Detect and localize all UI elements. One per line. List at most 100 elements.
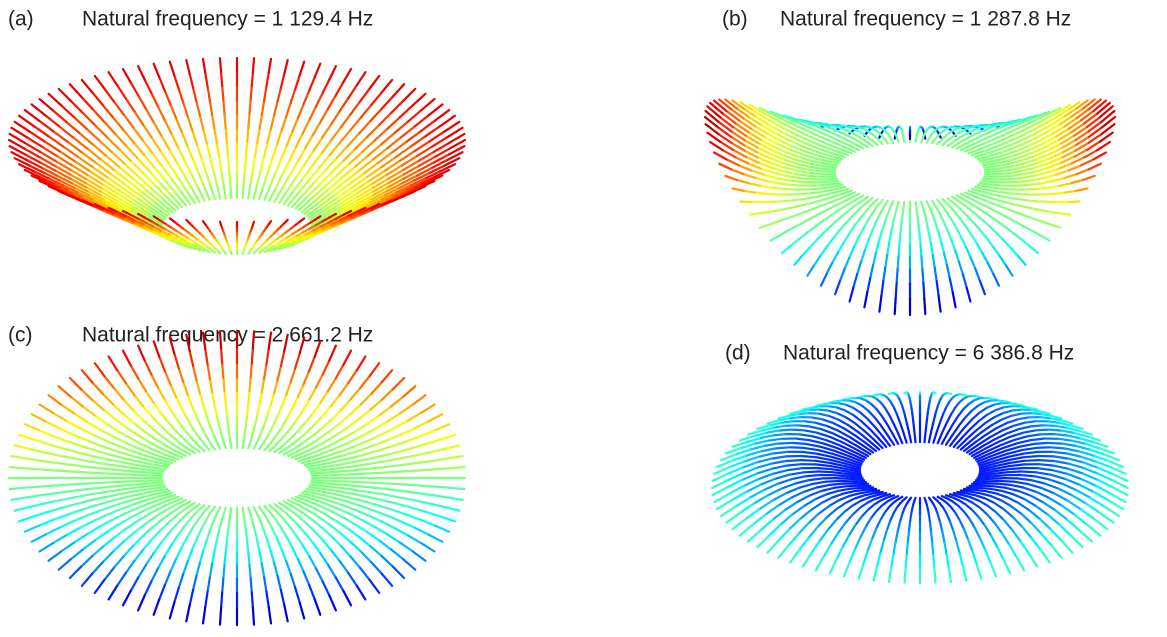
spoke-segment xyxy=(975,563,983,580)
spoke-segment xyxy=(844,416,857,425)
spoke-segment xyxy=(311,401,322,415)
spoke-segment xyxy=(170,409,179,422)
spoke-segment xyxy=(280,144,288,161)
spoke-segment xyxy=(759,138,775,148)
spoke-segment xyxy=(1054,509,1069,521)
spoke-segment xyxy=(124,426,139,436)
spoke-segment xyxy=(314,454,330,461)
spoke-segment xyxy=(996,435,1012,444)
spoke-segment xyxy=(795,162,811,168)
spoke-segment xyxy=(816,515,829,528)
spoke-segment xyxy=(183,174,193,190)
spoke-segment xyxy=(30,413,47,423)
spoke-segment xyxy=(1052,191,1067,195)
spoke-segment xyxy=(829,461,847,468)
spoke-segment xyxy=(117,503,134,511)
spoke-segment xyxy=(753,115,768,125)
spoke-segment xyxy=(168,217,176,223)
spoke-segment xyxy=(335,507,351,515)
spoke-segment xyxy=(273,100,279,117)
spoke-segment xyxy=(963,191,976,198)
spoke-segment xyxy=(137,377,147,393)
spoke-segment xyxy=(789,428,806,432)
spoke-segment xyxy=(84,186,103,197)
spoke-segment xyxy=(268,171,277,188)
spoke-segment xyxy=(771,186,786,191)
mode-shape xyxy=(710,391,1130,585)
spoke-segment xyxy=(1081,98,1096,110)
spoke-segment xyxy=(1046,441,1064,445)
spoke-segment xyxy=(294,195,309,210)
spoke-segment xyxy=(731,125,748,137)
spoke-segment xyxy=(988,477,1005,480)
spoke-segment xyxy=(845,199,857,207)
spoke-segment xyxy=(127,496,143,503)
spoke-segment xyxy=(362,202,380,211)
spoke-segment xyxy=(1007,452,1025,458)
spoke-segment xyxy=(129,213,140,220)
spoke-segment xyxy=(988,487,1003,492)
spoke-segment xyxy=(1051,450,1069,455)
spoke-segment xyxy=(996,546,1005,562)
spoke-segment xyxy=(295,409,304,422)
spoke-segment xyxy=(780,482,797,490)
spoke-segment xyxy=(951,141,961,149)
spoke-segment xyxy=(856,260,863,276)
spoke-segment xyxy=(38,156,57,167)
spoke-segment xyxy=(310,497,326,505)
spoke-segment xyxy=(280,548,288,563)
spoke-segment xyxy=(152,62,161,79)
spoke-segment xyxy=(923,296,927,316)
spoke-segment xyxy=(720,453,737,462)
spoke-segment xyxy=(814,456,832,461)
spoke-segment xyxy=(766,487,783,497)
spoke-segment xyxy=(446,496,464,501)
spoke-segment xyxy=(353,154,370,168)
spoke-segment xyxy=(989,534,999,549)
spoke-segment xyxy=(66,440,83,448)
spoke-segment xyxy=(1011,515,1024,528)
spoke-segment xyxy=(117,465,136,470)
spoke-segment xyxy=(308,76,316,93)
spoke-segment xyxy=(878,294,883,313)
spoke-segment xyxy=(1098,447,1115,455)
spoke-segment xyxy=(825,424,840,432)
spoke-segment xyxy=(130,204,149,216)
spoke-segment xyxy=(880,415,889,426)
spoke-segment xyxy=(817,412,831,417)
spoke-segment xyxy=(123,457,140,463)
spoke-segment xyxy=(897,243,901,258)
spoke-segment xyxy=(348,434,364,444)
spoke-segment xyxy=(848,436,863,446)
spoke-segment xyxy=(952,136,962,143)
spoke-segment xyxy=(143,216,153,223)
spoke-segment xyxy=(342,589,353,607)
spoke-segment xyxy=(399,403,414,415)
spoke-segment xyxy=(322,463,339,469)
spoke-segment xyxy=(71,433,88,442)
spoke-segment xyxy=(105,523,120,534)
spoke-segment xyxy=(742,117,757,128)
spoke-segment xyxy=(318,443,333,452)
spoke-segment xyxy=(854,447,870,458)
spoke-segment xyxy=(1012,480,1029,485)
spoke-segment xyxy=(280,526,288,539)
spoke-segment xyxy=(744,483,762,494)
spoke-segment xyxy=(327,499,343,506)
spoke-segment xyxy=(157,491,174,498)
spoke-segment xyxy=(1092,454,1110,463)
spoke-segment xyxy=(395,447,413,454)
spoke-segment xyxy=(263,185,272,201)
spoke-segment xyxy=(1017,179,1033,183)
spoke-segment xyxy=(262,414,269,427)
spoke-segment xyxy=(1022,162,1039,169)
spoke-segment xyxy=(335,162,351,177)
spoke-segment xyxy=(1052,115,1067,125)
spoke-segment xyxy=(1023,187,1038,191)
spoke-segment xyxy=(1012,493,1026,501)
spoke-segment xyxy=(1004,124,1016,131)
spoke-segment xyxy=(88,491,106,496)
spoke-segment xyxy=(366,123,381,138)
spoke-segment xyxy=(402,164,421,176)
spoke-segment xyxy=(951,424,961,437)
